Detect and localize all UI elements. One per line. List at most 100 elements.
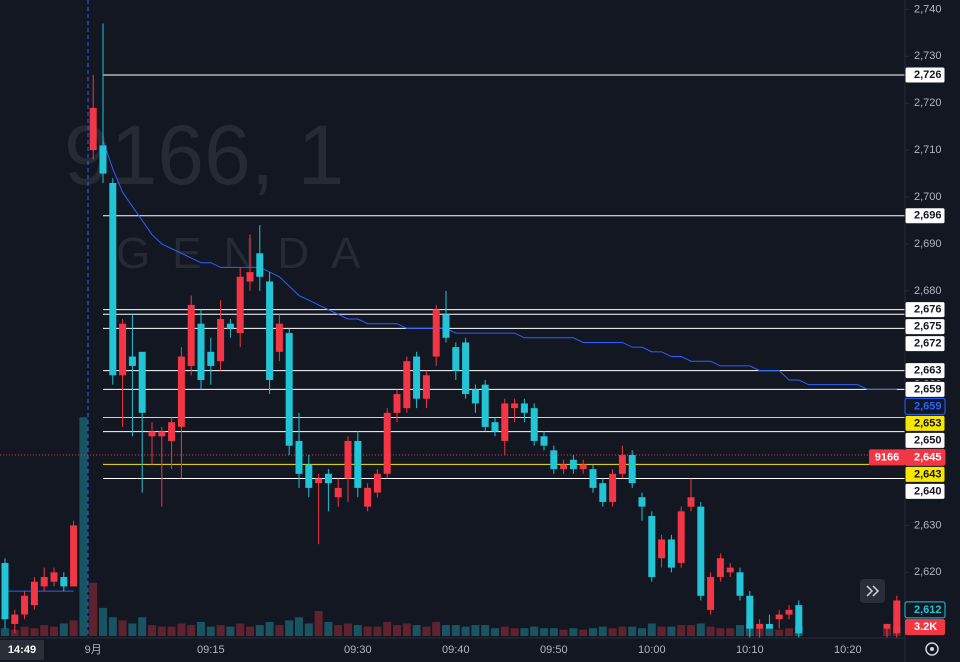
price-label: 2,650 (914, 434, 942, 446)
candle-body (403, 361, 411, 409)
price-label-box (904, 482, 946, 500)
price-label-box (904, 66, 946, 84)
symbol-box (869, 449, 905, 466)
candle-body (560, 464, 568, 470)
price-label: 2,663 (914, 365, 942, 377)
candle-body (736, 572, 744, 596)
volume-bar (206, 626, 215, 636)
volume-bar (393, 625, 401, 636)
price-label: 2,672 (914, 338, 942, 350)
y-tick-label: 2,620 (914, 566, 942, 578)
volume-bar (736, 625, 744, 636)
candle-body (207, 351, 215, 366)
candle-body (60, 577, 68, 587)
price-label: 2,676 (914, 304, 942, 316)
volume-bar (451, 625, 460, 636)
price-label-box (904, 362, 946, 380)
volume-bar (69, 620, 78, 636)
candle-body (491, 422, 499, 432)
volume-bar (99, 607, 107, 636)
price-label: 2,640 (914, 485, 942, 497)
watermark-subtitle: GENDA (116, 229, 382, 278)
candle-body (746, 595, 754, 629)
price-label-box (904, 397, 946, 415)
volume-label: 3.2K (914, 621, 937, 633)
candle-body (638, 497, 646, 507)
scroll-right-button[interactable] (860, 579, 885, 603)
volume-bar (148, 625, 156, 636)
candle-body (775, 614, 783, 620)
price-label: 2,726 (914, 69, 942, 81)
volume-bar (138, 617, 147, 636)
volume-bar (530, 626, 539, 636)
volume-bar (363, 626, 372, 636)
candle-body (726, 567, 734, 573)
candle-body (540, 436, 548, 446)
volume-bar (157, 626, 166, 636)
price-label: 2,612 (914, 604, 942, 616)
price-label: 2,643 (914, 468, 942, 480)
price-label-box (904, 380, 946, 398)
volume-bar (598, 626, 607, 636)
volume-bar (79, 417, 88, 636)
candle-body (50, 572, 58, 582)
price-label-box (904, 465, 946, 483)
candle-body (1, 562, 9, 620)
volume-bar (589, 628, 597, 636)
volume-bar (677, 625, 686, 636)
candle-body (11, 614, 19, 624)
volume-bar (187, 625, 196, 636)
volume-bar (177, 623, 186, 636)
volume-bar (1, 628, 9, 636)
volume-bar (265, 621, 274, 636)
candle-body (266, 281, 274, 380)
volume-bar (422, 626, 431, 636)
volume-bar (50, 626, 58, 636)
volume-bar (510, 628, 519, 636)
candle-body (765, 623, 773, 629)
y-tick-label: 2,740 (914, 3, 942, 15)
candle-body (707, 577, 715, 610)
candle-body (217, 319, 225, 362)
volume-bar (785, 628, 793, 636)
candle-body (422, 375, 430, 399)
candle-body (716, 558, 724, 578)
candle-body (119, 323, 127, 376)
candle-body (275, 323, 283, 352)
candle-body (569, 459, 577, 470)
price-label-box (904, 207, 946, 225)
volume-bar (432, 621, 441, 636)
volume-bar (471, 625, 480, 636)
volume-bar (667, 626, 676, 636)
candle-body (393, 394, 401, 413)
volume-bar (167, 626, 176, 636)
candle-body (756, 623, 764, 629)
candle-body (354, 440, 362, 488)
time-label: 14:49 (8, 644, 36, 656)
candle-body (285, 333, 293, 446)
x-tick-label: 09:15 (197, 644, 225, 656)
volume-bar (226, 626, 235, 636)
volume-bar (197, 621, 205, 636)
volume-bar (275, 625, 284, 636)
time-axis (0, 638, 960, 662)
candle-body (413, 356, 421, 399)
volume-label-box (905, 619, 945, 635)
candle-body (462, 342, 470, 395)
price-label: 2,645 (914, 451, 942, 463)
volume-bar (491, 628, 499, 636)
x-tick-label: 09:40 (442, 644, 470, 656)
candle-body (256, 253, 264, 277)
candle-body (168, 422, 176, 441)
candle-body (550, 450, 558, 470)
settings-button[interactable] (925, 642, 939, 656)
candle-body (520, 403, 528, 413)
candle-body (648, 516, 656, 578)
volume-bar (236, 623, 245, 636)
volume-bar (579, 629, 588, 636)
price-label: 2,659 (914, 383, 942, 395)
candle-body (383, 412, 391, 474)
volume-bar (59, 623, 68, 636)
candle-body (344, 440, 352, 479)
